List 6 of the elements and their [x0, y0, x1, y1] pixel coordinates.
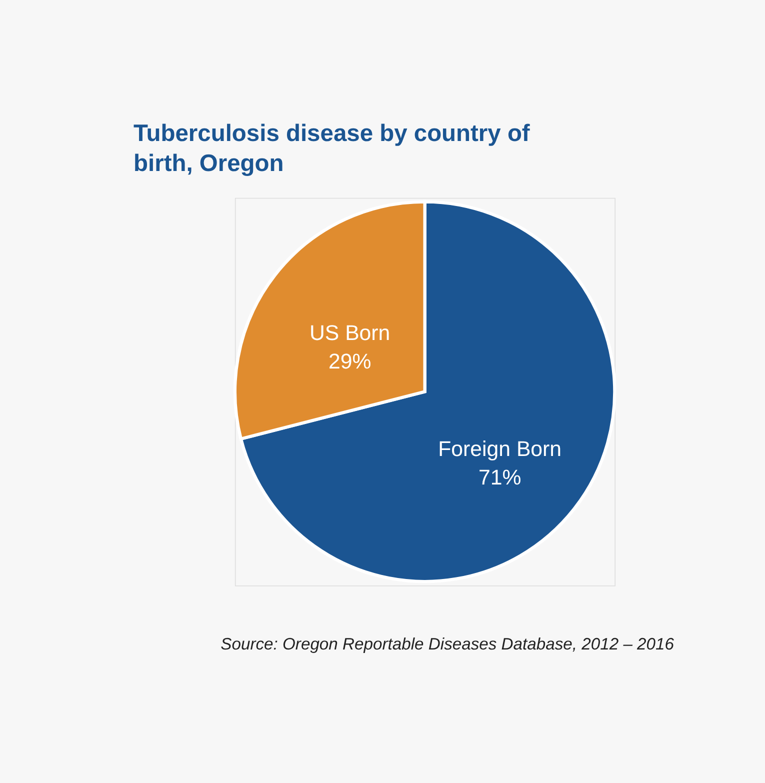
- source-note: Source: Oregon Reportable Diseases Database, 2012 – 2016: [220, 634, 675, 654]
- data-label: 71%: [478, 466, 522, 490]
- slice-label: US Born: [309, 320, 390, 345]
- data-label: 29%: [328, 349, 372, 374]
- chart-title: Tuberculosis disease by country of birth, Oregon: [134, 120, 530, 177]
- slice-label: Foreign Born: [438, 437, 562, 462]
